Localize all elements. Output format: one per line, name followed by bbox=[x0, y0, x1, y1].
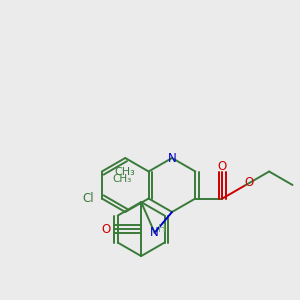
Text: O: O bbox=[218, 160, 227, 173]
Text: N: N bbox=[168, 152, 176, 164]
Text: O: O bbox=[101, 223, 111, 236]
Text: Cl: Cl bbox=[82, 192, 94, 205]
Text: N: N bbox=[150, 226, 159, 239]
Text: CH₃: CH₃ bbox=[112, 174, 132, 184]
Text: H: H bbox=[158, 224, 166, 234]
Text: CH₃: CH₃ bbox=[115, 167, 136, 177]
Text: O: O bbox=[244, 176, 254, 188]
